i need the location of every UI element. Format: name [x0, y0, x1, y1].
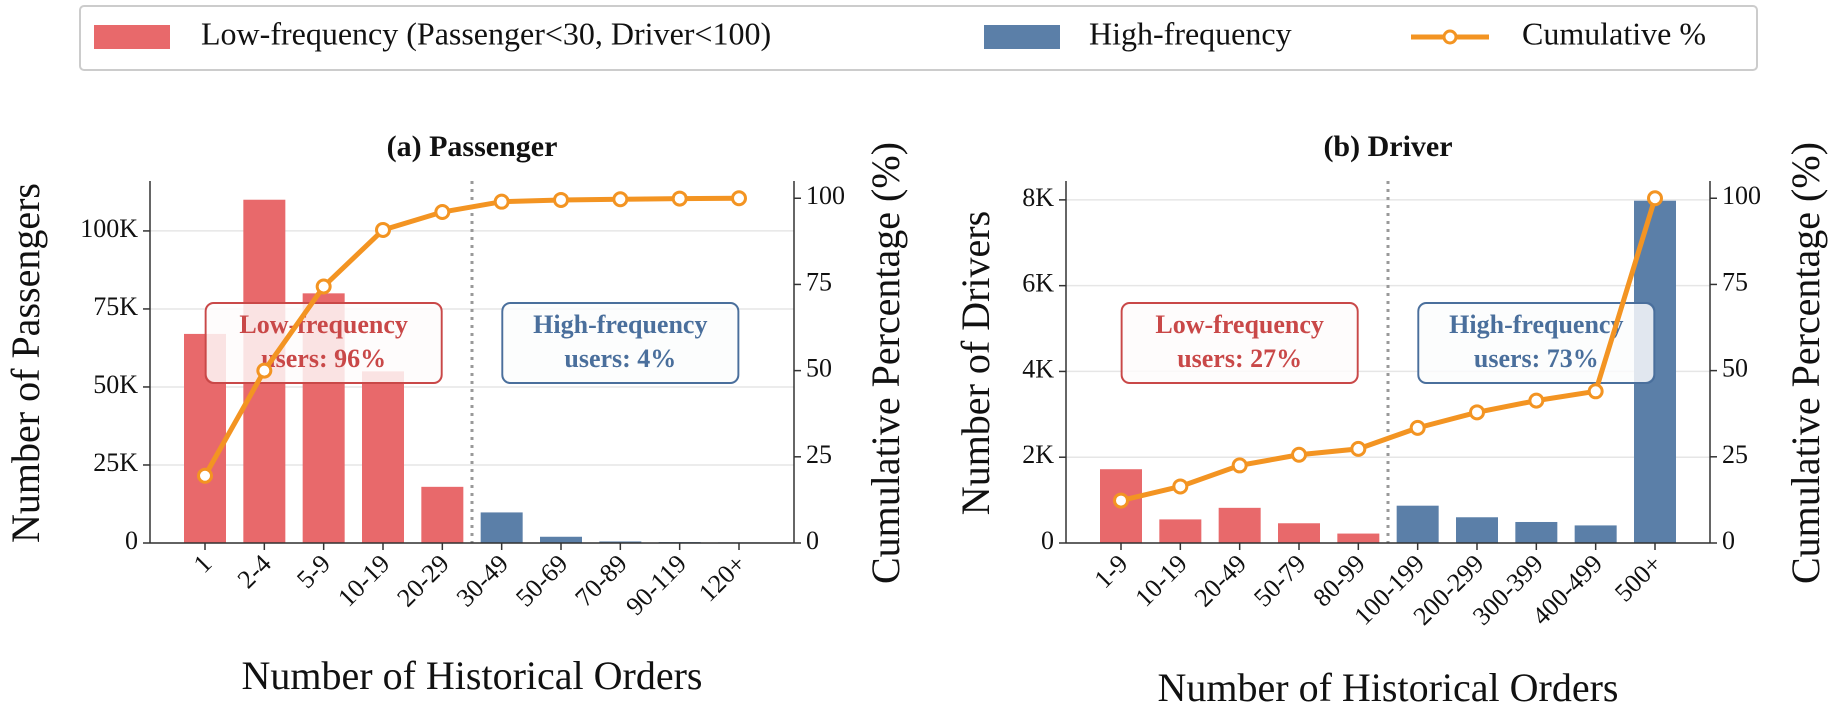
x-tick-label: 20-29	[391, 549, 454, 612]
y2-tick-label: 25	[1722, 440, 1748, 469]
legend-swatch	[94, 25, 170, 49]
line-marker	[1172, 478, 1189, 495]
line-marker	[315, 278, 332, 295]
line-marker	[1231, 457, 1248, 474]
y-tick-label: 0	[1041, 526, 1054, 555]
y2-tick-label: 75	[806, 267, 832, 296]
annotation-text: Low-frequency	[239, 310, 408, 339]
y2-tick-label: 0	[1722, 526, 1735, 555]
line-marker	[731, 190, 747, 207]
y-tick-label: 25K	[93, 448, 138, 477]
annotation-text: users: 27%	[1177, 344, 1302, 373]
y2-tick-label: 100	[806, 181, 845, 210]
line-marker	[1469, 404, 1485, 421]
annotation-text: High-frequency	[533, 310, 707, 339]
x-tick-label: 10-19	[332, 549, 395, 612]
x-tick-label: 5-9	[291, 549, 336, 594]
y2-tick-label: 100	[1722, 181, 1761, 210]
x-tick-label: 1-9	[1088, 549, 1133, 594]
annotation-bg	[503, 304, 738, 382]
y-tick-label: 4K	[1022, 354, 1054, 383]
bar	[480, 512, 523, 543]
y2-axis-label: Cumulative Percentage (%)	[863, 142, 908, 584]
x-axis-label: Number of Historical Orders	[242, 653, 703, 698]
cumulative-line	[202, 195, 740, 477]
legend-swatch	[1442, 29, 1458, 45]
line-marker	[1350, 440, 1367, 457]
chart-title: (a) Passenger	[387, 130, 558, 163]
legend-swatch	[984, 25, 1060, 49]
x-tick-label: 2-4	[232, 549, 277, 594]
bar	[1396, 505, 1439, 543]
bar	[1456, 517, 1498, 543]
annotation-bg	[1419, 304, 1654, 382]
line-marker	[1409, 419, 1426, 436]
bar	[421, 486, 464, 543]
bar	[599, 541, 642, 543]
y2-axis-label: Cumulative Percentage (%)	[1783, 142, 1828, 584]
line-marker	[1587, 383, 1604, 400]
x-tick-label: 120+	[693, 549, 751, 607]
bar	[362, 371, 404, 543]
x-tick-label: 10-19	[1129, 549, 1192, 612]
y-tick-label: 75K	[93, 292, 138, 321]
y2-tick-label: 50	[1722, 354, 1748, 383]
bar	[1278, 523, 1320, 543]
line-marker	[1528, 392, 1545, 409]
legend-label: High-frequency	[1089, 15, 1292, 51]
y2-tick-label: 50	[806, 354, 832, 383]
legend-label: Cumulative %	[1522, 15, 1706, 51]
line-marker	[1291, 446, 1307, 463]
line-marker	[493, 193, 510, 210]
annotation-text: High-frequency	[1449, 310, 1623, 339]
bar	[540, 536, 582, 543]
x-tick-label: 30-49	[451, 549, 514, 612]
line-marker	[553, 191, 569, 208]
legend-label: Low-frequency (Passenger<30, Driver<100)	[201, 15, 771, 51]
line-marker	[375, 221, 391, 238]
y-axis-label: Number of Drivers	[953, 211, 998, 515]
line-marker	[1113, 492, 1129, 509]
line-marker	[256, 362, 273, 379]
annotation-text: users: 4%	[564, 344, 676, 373]
y-axis-label: Number of Passengers	[3, 183, 48, 543]
line-marker	[1647, 190, 1663, 207]
line-marker	[434, 204, 451, 221]
x-tick-label: 500+	[1609, 549, 1667, 607]
line-marker	[197, 467, 213, 484]
y-tick-label: 8K	[1022, 183, 1054, 212]
y2-tick-label: 0	[806, 526, 819, 555]
bar	[1337, 533, 1380, 543]
bar	[1159, 519, 1202, 543]
y-tick-label: 0	[125, 526, 138, 555]
cumulative-line	[1120, 197, 1658, 504]
bar	[1515, 521, 1558, 543]
x-tick-label: 50-79	[1248, 549, 1311, 612]
x-tick-label: 1	[188, 549, 218, 579]
y-tick-label: 50K	[93, 370, 138, 399]
x-tick-label: 90-119	[620, 549, 692, 621]
x-tick-label: 50-69	[510, 549, 573, 612]
annotation-bg	[206, 304, 441, 382]
y-tick-label: 100K	[80, 214, 138, 243]
chart-title: (b) Driver	[1323, 130, 1452, 163]
line-marker	[671, 190, 688, 207]
line-marker	[612, 191, 629, 208]
x-tick-label: 20-49	[1189, 549, 1252, 612]
annotation-bg	[1122, 304, 1357, 382]
annotation-text: users: 73%	[1474, 344, 1599, 373]
bar	[1574, 525, 1617, 543]
annotation-text: Low-frequency	[1155, 310, 1324, 339]
y-tick-label: 6K	[1022, 269, 1054, 298]
x-axis-label: Number of Historical Orders	[1158, 665, 1619, 710]
legend-box	[79, 5, 1758, 71]
y-tick-label: 2K	[1022, 440, 1054, 469]
bar	[1218, 507, 1261, 543]
y2-tick-label: 25	[806, 440, 832, 469]
y2-tick-label: 75	[1722, 267, 1748, 296]
